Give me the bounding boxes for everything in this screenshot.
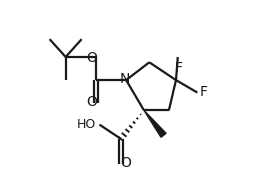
Text: O: O — [86, 51, 97, 65]
Polygon shape — [144, 110, 166, 137]
Text: N: N — [119, 72, 130, 86]
Text: O: O — [120, 156, 131, 170]
Text: F: F — [175, 61, 183, 75]
Text: HO: HO — [77, 118, 96, 131]
Text: F: F — [200, 85, 208, 99]
Text: O: O — [86, 95, 97, 109]
